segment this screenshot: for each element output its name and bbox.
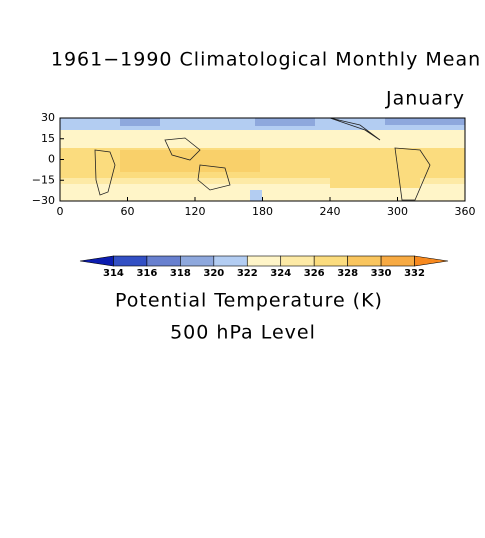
colorbar-tick-label: 322	[237, 268, 258, 279]
colorbar-tick-label: 324	[270, 268, 291, 279]
colorbar-arrow	[79, 255, 114, 267]
map-field	[60, 117, 465, 201]
colorbar-tick-label: 320	[203, 268, 224, 279]
level-label: 500 hPa Level	[170, 322, 316, 344]
x-tick-label: 240	[320, 205, 341, 218]
colorbar-box	[113, 255, 148, 267]
x-tick-label: 0	[57, 205, 64, 218]
colorbar-tick-label: 330	[371, 268, 392, 279]
colorbar-box	[146, 255, 181, 267]
colorbar-tick-label: 314	[103, 268, 124, 279]
colorbar-box	[280, 255, 315, 267]
y-tick-label: 15	[41, 132, 55, 145]
colorbar-box	[213, 255, 248, 267]
x-tick-label: 300	[387, 205, 408, 218]
x-tick-label: 120	[185, 205, 206, 218]
colorbar-tick-label: 318	[170, 268, 191, 279]
colorbar-tick-label: 316	[136, 268, 157, 279]
colorbar-box	[380, 255, 415, 267]
colorbar-box	[347, 255, 382, 267]
colorbar-arrow	[414, 255, 449, 267]
colorbar-box	[313, 255, 348, 267]
colorbar-tick-label: 332	[404, 268, 425, 279]
chart-subtitle: January	[385, 88, 465, 110]
colorbar-tick-label: 328	[337, 268, 358, 279]
colorbar-box	[180, 255, 215, 267]
y-tick-label: −15	[32, 173, 55, 186]
y-tick-label: −30	[32, 194, 55, 207]
x-tick-label: 180	[252, 205, 273, 218]
chart-title: 1961−1990 Climatological Monthly Mean	[51, 49, 481, 71]
colorbar-box	[246, 255, 282, 267]
y-tick-label: 30	[41, 111, 55, 124]
colorbar-label: Potential Temperature (K)	[115, 290, 383, 312]
x-tick-label: 360	[455, 205, 476, 218]
x-tick-label: 60	[121, 205, 135, 218]
colorbar-tick-label: 326	[304, 268, 325, 279]
y-tick-label: 0	[48, 153, 55, 166]
